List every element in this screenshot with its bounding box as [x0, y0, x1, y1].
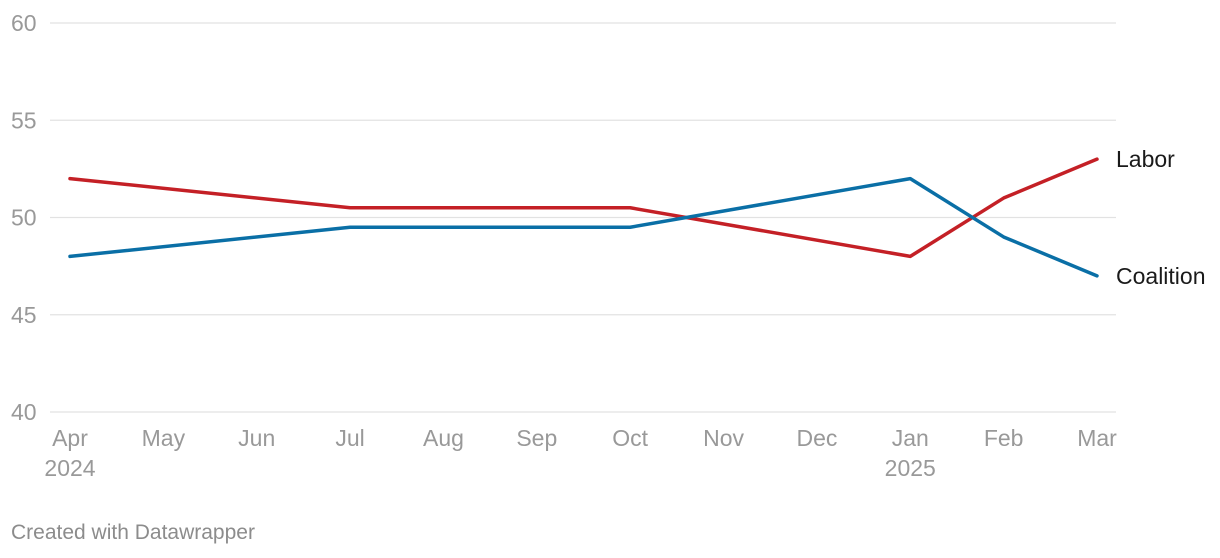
datawrapper-credit: Created with Datawrapper — [11, 521, 255, 544]
x-tick-year-label: 2025 — [885, 455, 936, 481]
x-tick-label: Jan — [892, 425, 929, 451]
x-tick-label: Dec — [796, 425, 837, 451]
series-label-coalition: Coalition — [1116, 263, 1206, 289]
x-tick-label: Mar — [1077, 425, 1117, 451]
y-tick-label: 50 — [11, 205, 37, 231]
x-tick-label: Jun — [238, 425, 275, 451]
x-tick-label: Sep — [516, 425, 557, 451]
x-tick-year-label: 2024 — [44, 455, 95, 481]
x-axis-ticks: Apr 2024 May Jun Jul Aug Sep Oct Nov Dec Jan 2025 Fe… — [44, 425, 1117, 481]
series-line-labor — [68, 157, 1099, 259]
series-line-coalition — [68, 176, 1099, 278]
series-labels: Labor Coalition — [1116, 146, 1206, 289]
x-tick-label: Feb — [984, 425, 1024, 451]
x-tick-label: Apr — [52, 425, 88, 451]
grid-layer — [50, 22, 1116, 413]
x-tick-label: May — [142, 425, 186, 451]
line-chart: 40 45 50 55 60 Apr 2024 May Jun Jul Aug Sep Oct Nov D… — [11, 10, 1206, 481]
y-axis-ticks: 40 45 50 55 60 — [11, 10, 37, 425]
y-tick-label: 60 — [11, 10, 37, 36]
x-tick-label: Oct — [612, 425, 648, 451]
series-layer — [68, 157, 1099, 278]
x-tick-label: Aug — [423, 425, 464, 451]
y-tick-label: 45 — [11, 302, 37, 328]
x-tick-label: Jul — [335, 425, 364, 451]
x-tick-label: Nov — [703, 425, 744, 451]
y-tick-label: 40 — [11, 399, 37, 425]
series-label-labor: Labor — [1116, 146, 1175, 172]
y-tick-label: 55 — [11, 107, 37, 133]
